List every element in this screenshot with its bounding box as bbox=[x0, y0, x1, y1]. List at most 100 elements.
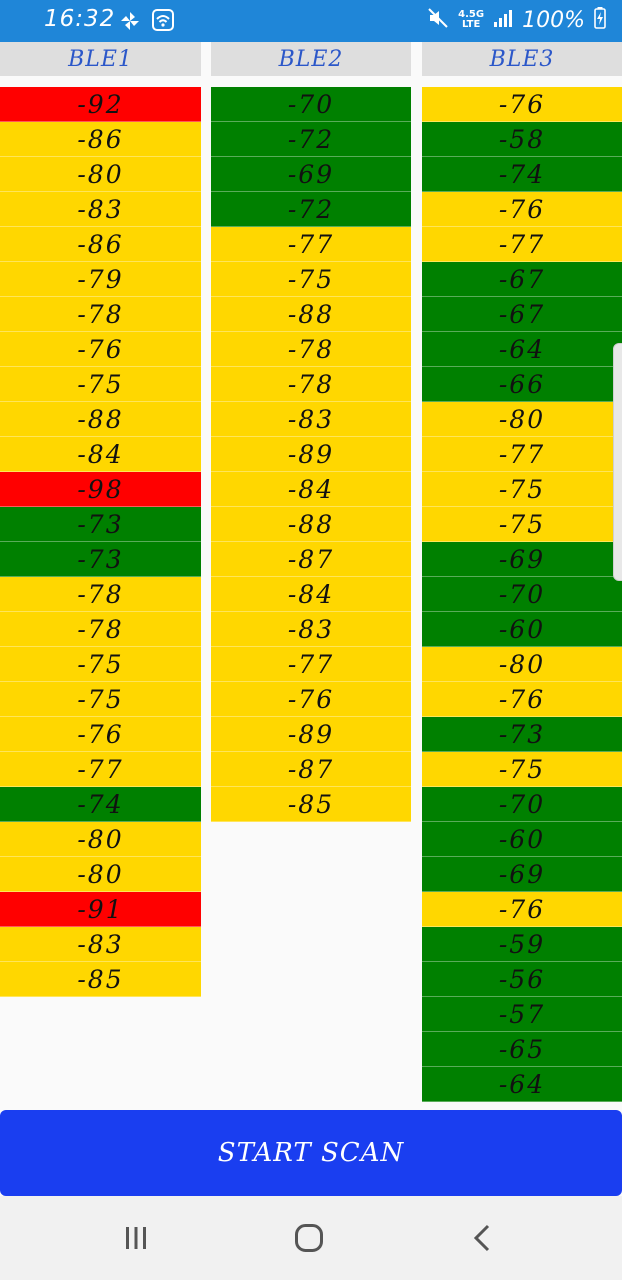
rssi-cell: -88 bbox=[211, 297, 411, 332]
rssi-cell: -77 bbox=[211, 227, 411, 262]
rssi-cell: -80 bbox=[0, 157, 201, 192]
rssi-cell: -92 bbox=[0, 87, 201, 122]
ble1-list[interactable]: -92 -86 -80 -83 -86 -79 -78 -76 -75 -88 -84 -98 -73-… bbox=[0, 87, 201, 997]
rssi-cell: -75 bbox=[0, 367, 201, 402]
rssi-cell: -73 bbox=[0, 507, 201, 542]
rssi-cell: -78 bbox=[0, 297, 201, 332]
rssi-cell: -75 bbox=[211, 262, 411, 297]
rssi-cell: -98 bbox=[0, 472, 201, 507]
wifi-icon bbox=[152, 9, 174, 37]
rssi-cell: -79 bbox=[0, 262, 201, 297]
rssi-cell: -84 bbox=[0, 437, 201, 472]
navigation-bar bbox=[0, 1196, 622, 1280]
status-right-icons: 4.5G LTE 100% bbox=[427, 7, 606, 33]
signal-icon bbox=[493, 8, 513, 32]
column-headers: BLE1 BLE2 BLE3 bbox=[0, 42, 622, 76]
battery-charging-icon bbox=[594, 7, 606, 33]
rssi-cell: -83 bbox=[0, 192, 201, 227]
rssi-cell: -91 bbox=[0, 892, 201, 927]
rssi-cell: -85 bbox=[211, 787, 411, 822]
rssi-cell: -59 bbox=[422, 927, 622, 962]
rssi-cell: -86 bbox=[0, 227, 201, 262]
rssi-cell: -76 bbox=[422, 87, 622, 122]
rssi-cell: -80 bbox=[422, 402, 622, 437]
rssi-cell: -73 bbox=[0, 542, 201, 577]
rssi-cell: -84 bbox=[211, 577, 411, 612]
edge-panel-handle[interactable] bbox=[613, 343, 622, 581]
start-scan-button[interactable]: START SCAN bbox=[0, 1110, 622, 1196]
rssi-cell: -64 bbox=[422, 332, 622, 367]
ble3-list[interactable]: -76 -58 -74 -76 -77 -67 -67 -64 -66 -80 -77 -75 -75-… bbox=[422, 87, 622, 1102]
rssi-cell: -76 bbox=[0, 332, 201, 367]
rssi-cell: -64 bbox=[422, 1067, 622, 1102]
rssi-cell: -76 bbox=[211, 682, 411, 717]
rssi-cell: -74 bbox=[422, 157, 622, 192]
rssi-cell: -80 bbox=[0, 822, 201, 857]
rssi-cell: -83 bbox=[211, 402, 411, 437]
rssi-cell: -76 bbox=[422, 892, 622, 927]
network-type: 4.5G LTE bbox=[458, 9, 485, 30]
rssi-cell: -78 bbox=[211, 332, 411, 367]
rssi-cell: -77 bbox=[422, 437, 622, 472]
rssi-cell: -88 bbox=[0, 402, 201, 437]
rssi-cell: -66 bbox=[422, 367, 622, 402]
rssi-cell: -78 bbox=[0, 577, 201, 612]
rssi-cell: -65 bbox=[422, 1032, 622, 1067]
recents-icon[interactable] bbox=[116, 1220, 156, 1256]
rssi-cell: -87 bbox=[211, 752, 411, 787]
rssi-cell: -56 bbox=[422, 962, 622, 997]
rssi-cell: -70 bbox=[422, 577, 622, 612]
rssi-cell: -58 bbox=[422, 122, 622, 157]
rssi-cell: -75 bbox=[0, 647, 201, 682]
back-icon[interactable] bbox=[462, 1220, 502, 1256]
battery-percent: 100% bbox=[522, 7, 585, 33]
rssi-cell: -72 bbox=[211, 122, 411, 157]
rssi-cell: -77 bbox=[211, 647, 411, 682]
rssi-cell: -73 bbox=[422, 717, 622, 752]
header-ble2: BLE2 bbox=[211, 42, 411, 76]
rssi-cell: -85 bbox=[0, 962, 201, 997]
rssi-cell: -80 bbox=[0, 857, 201, 892]
rssi-cell: -88 bbox=[211, 507, 411, 542]
rssi-cell: -69 bbox=[422, 542, 622, 577]
rssi-cell: -78 bbox=[0, 612, 201, 647]
header-ble1: BLE1 bbox=[0, 42, 201, 76]
status-bar: 16:32 4.5G LTE 100% bbox=[0, 0, 622, 42]
rssi-cell: -83 bbox=[211, 612, 411, 647]
header-ble3: BLE3 bbox=[422, 42, 622, 76]
rssi-cell: -75 bbox=[422, 472, 622, 507]
rssi-cell: -87 bbox=[211, 542, 411, 577]
rssi-cell: -75 bbox=[0, 682, 201, 717]
rssi-cell: -74 bbox=[0, 787, 201, 822]
rssi-cell: -77 bbox=[422, 227, 622, 262]
rssi-cell: -84 bbox=[211, 472, 411, 507]
rssi-cell: -86 bbox=[0, 122, 201, 157]
rssi-cell: -80 bbox=[422, 647, 622, 682]
rssi-cell: -69 bbox=[211, 157, 411, 192]
rssi-cell: -78 bbox=[211, 367, 411, 402]
rssi-cell: -76 bbox=[422, 192, 622, 227]
rssi-cell: -83 bbox=[0, 927, 201, 962]
ble2-list[interactable]: -70 -72 -69 -72 -77 -75 -88 -78 -78 -83 -89 -84 -88-… bbox=[211, 87, 411, 822]
rssi-cell: -60 bbox=[422, 612, 622, 647]
rssi-cell: -75 bbox=[422, 752, 622, 787]
status-left-icons bbox=[118, 9, 174, 37]
rssi-cell: -77 bbox=[0, 752, 201, 787]
rssi-cell: -89 bbox=[211, 717, 411, 752]
pinwheel-icon bbox=[118, 9, 142, 37]
rssi-cell: -70 bbox=[422, 787, 622, 822]
home-icon[interactable] bbox=[289, 1220, 329, 1256]
rssi-cell: -72 bbox=[211, 192, 411, 227]
rssi-cell: -67 bbox=[422, 297, 622, 332]
rssi-cell: -75 bbox=[422, 507, 622, 542]
rssi-cell: -76 bbox=[422, 682, 622, 717]
rssi-cell: -69 bbox=[422, 857, 622, 892]
rssi-cell: -89 bbox=[211, 437, 411, 472]
status-time: 16:32 bbox=[44, 6, 116, 32]
rssi-cell: -70 bbox=[211, 87, 411, 122]
rssi-cell: -76 bbox=[0, 717, 201, 752]
mute-icon bbox=[427, 7, 449, 33]
rssi-cell: -67 bbox=[422, 262, 622, 297]
rssi-cell: -57 bbox=[422, 997, 622, 1032]
rssi-cell: -60 bbox=[422, 822, 622, 857]
